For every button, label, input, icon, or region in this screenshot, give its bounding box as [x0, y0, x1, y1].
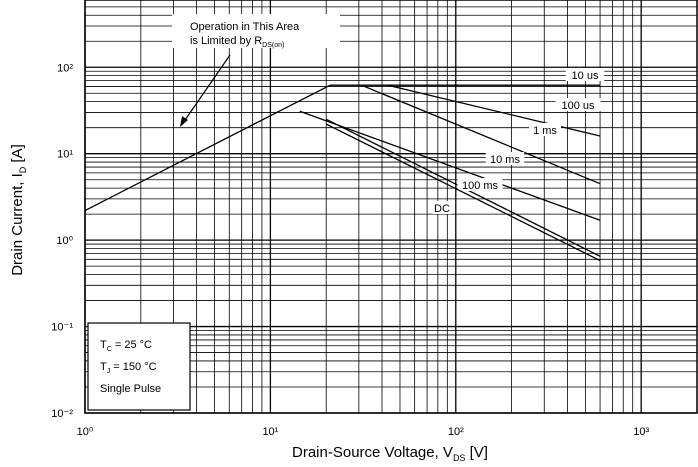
condition-text: TC = 25 °C	[100, 339, 152, 353]
series-label-bg	[457, 178, 503, 191]
arrow-head	[180, 116, 188, 127]
x-axis-label-sub: DS	[453, 453, 466, 463]
series-label: 100 us	[561, 100, 595, 112]
arrow	[182, 54, 231, 124]
x-tick-label: 10¹	[262, 426, 278, 438]
x-tick-label: 10⁰	[77, 426, 94, 438]
annotation-sub: DS(on)	[262, 42, 284, 49]
series-label: 10 us	[572, 70, 599, 82]
x-axis-label: [V]	[465, 444, 488, 461]
x-tick-label: 10²	[448, 426, 464, 438]
y-tick-label: 10²	[57, 62, 73, 74]
condition-text: TJ = 150 °C	[100, 361, 157, 375]
condition-text: Single Pulse	[100, 383, 161, 395]
y-tick-label: 10⁻²	[51, 408, 73, 420]
y-tick-label: 10⁻¹	[51, 322, 73, 334]
series-label-bg	[555, 98, 601, 111]
conditions-box	[87, 322, 191, 411]
series-label: 100 ms	[462, 180, 499, 192]
condition-text: T	[100, 361, 107, 373]
series-label-bg	[565, 68, 605, 81]
x-tick-label: 10³	[633, 426, 649, 438]
plot-frame	[84, 0, 698, 414]
annotation-text: is Limited by R	[190, 35, 262, 47]
rds-limit-line	[84, 84, 331, 212]
series-label-bg	[529, 123, 561, 136]
series-label: DC	[434, 203, 450, 215]
series-label: 10 ms	[490, 154, 520, 166]
condition-text: = 150 °C	[110, 361, 156, 373]
y-axis-label: [A]	[9, 144, 26, 167]
series-label-bg	[485, 152, 525, 165]
soa-line	[325, 123, 601, 262]
annotation-text: Operation in This Area	[190, 21, 300, 33]
annotation-text: is Limited by RDS(on)	[190, 35, 284, 49]
y-tick-label: 10¹	[57, 149, 73, 161]
series-label: 1 ms	[533, 125, 557, 137]
x-axis-label: Drain-Source Voltage, V	[292, 444, 453, 461]
y-axis-label-sub: D	[18, 166, 28, 173]
condition-sub: C	[107, 346, 112, 353]
soa-line	[299, 110, 601, 221]
soa-line	[361, 84, 601, 185]
y-axis-label: Drain Current, I	[9, 173, 26, 276]
y-tick-label: 10⁰	[56, 235, 73, 247]
condition-sub: J	[107, 368, 111, 375]
series-label-bg	[432, 201, 452, 214]
condition-text: Single Pulse	[100, 383, 161, 395]
condition-text: = 25 °C	[112, 339, 152, 351]
x-axis-label: Drain-Source Voltage, VDS [V]	[292, 444, 488, 463]
annotation-box	[172, 14, 340, 48]
y-axis-label: Drain Current, ID [A]	[9, 144, 28, 276]
soa-line	[387, 84, 601, 137]
condition-text: T	[100, 339, 107, 351]
